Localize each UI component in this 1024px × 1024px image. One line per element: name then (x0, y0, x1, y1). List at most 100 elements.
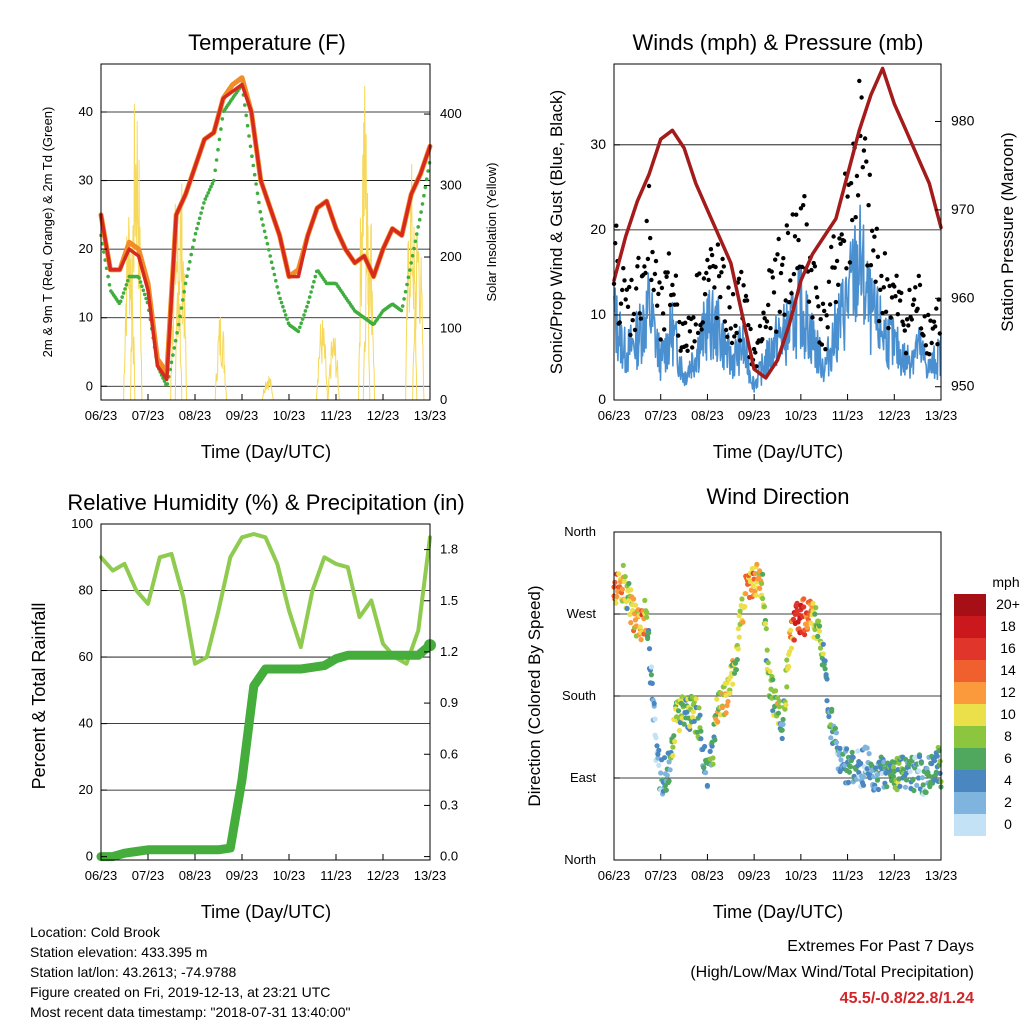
station-elevation: Station elevation: 433.395 m (30, 944, 208, 960)
y-tick-label: 0.3 (440, 797, 458, 812)
direction-point (824, 676, 830, 682)
gust-point (653, 258, 659, 264)
gust-point (674, 302, 680, 307)
direction-point (890, 764, 897, 770)
gust-point (657, 280, 662, 285)
direction-point (890, 773, 897, 779)
direction-point (782, 706, 788, 712)
gust-point (769, 269, 774, 274)
y-tick-label: 1.5 (440, 593, 458, 608)
gust-point (728, 326, 733, 331)
gust-point (799, 264, 805, 270)
y-tick-label: 40 (79, 716, 93, 731)
direction-point (743, 591, 749, 597)
station-info: Location: Cold Brook Station elevation: … (30, 922, 350, 1022)
dewpoint-point (248, 144, 253, 149)
dewpoint-point (420, 202, 425, 206)
y-tick-label: 20 (79, 782, 93, 797)
gust-point (867, 172, 872, 177)
dewpoint-point (141, 288, 146, 293)
direction-point (790, 616, 797, 623)
y-tick-label: 10 (79, 310, 93, 325)
gust-point (923, 343, 928, 348)
gust-point (730, 292, 736, 297)
gust-point (629, 277, 634, 283)
dewpoint-point (186, 267, 191, 271)
direction-point (654, 743, 660, 749)
gust-point (652, 271, 658, 277)
station-location: Location: Cold Brook (30, 924, 160, 940)
direction-point (672, 738, 678, 745)
gust-point (880, 310, 885, 316)
direction-point (616, 571, 622, 577)
station-latlon: Station lat/lon: 43.2613; -74.9788 (30, 964, 237, 980)
direction-point (645, 635, 651, 642)
direction-point (723, 710, 729, 716)
x-tick-label: 08/23 (179, 868, 212, 883)
dewpoint-point (138, 280, 143, 284)
direction-point (837, 745, 843, 752)
gust-point (777, 309, 782, 314)
gust-point (736, 276, 742, 281)
winds-plot-frame (613, 63, 942, 401)
direction-point (626, 597, 632, 604)
humidity-y-axis-label: Percent & Total Rainfall (29, 603, 49, 790)
direction-point (736, 634, 742, 640)
gust-point (664, 274, 669, 279)
direction-point (649, 680, 655, 687)
direction-point (784, 657, 790, 663)
gust-point (832, 265, 837, 270)
dewpoint-point (279, 300, 284, 305)
direction-panel: Wind Direction 06/23 07/23 08/23 09/23 10/23… (525, 484, 1020, 922)
gust-point (921, 333, 926, 338)
dewpoint-point (179, 306, 184, 310)
colorbar-label: 20+ (996, 596, 1020, 612)
temperature-panel: Temperature (F) 06/23 07/23 08/23 09/23 10/2… (40, 30, 499, 462)
dewpoint-point (206, 191, 210, 195)
gust-point (918, 326, 924, 331)
direction-point (910, 777, 916, 783)
direction-point (757, 585, 763, 592)
gust-point (873, 279, 878, 284)
y-tick-label: South (562, 688, 596, 703)
direction-point (719, 704, 726, 711)
wind-speed-line (613, 204, 942, 393)
dewpoint-point (173, 338, 178, 343)
gust-point (813, 285, 819, 290)
direction-point (620, 562, 626, 569)
gust-point (628, 332, 633, 338)
direction-point (724, 702, 730, 709)
gust-point (910, 302, 916, 307)
gust-point (692, 339, 697, 344)
direction-point (788, 645, 795, 651)
gust-point (655, 303, 660, 308)
gust-point (631, 311, 637, 317)
x-tick-label: 13/23 (925, 868, 958, 883)
dewpoint-point (212, 178, 216, 183)
direction-point (656, 747, 662, 754)
gust-point (665, 270, 670, 275)
dewpoint-point (209, 184, 213, 189)
direction-point (779, 735, 785, 742)
gust-point (927, 352, 932, 357)
x-tick-label: 13/23 (414, 408, 447, 423)
dewpoint-point (413, 239, 418, 244)
gust-point (926, 312, 931, 318)
gust-point (722, 319, 728, 324)
solar-axis-label: Solar Insolation (Yellow) (484, 163, 499, 302)
direction-point (920, 782, 926, 788)
gust-point (760, 337, 765, 342)
colorbar-label: 2 (1004, 794, 1012, 810)
gust-point (618, 301, 624, 306)
direction-point (934, 753, 940, 759)
gust-point (888, 315, 893, 320)
direction-point (855, 748, 861, 754)
gust-point (904, 317, 910, 322)
gust-point (819, 342, 825, 347)
dewpoint-point (245, 123, 250, 128)
gust-point (715, 242, 721, 247)
direction-point (764, 647, 770, 653)
direction-point (644, 609, 650, 616)
gust-point (716, 274, 722, 279)
gust-point (763, 324, 768, 330)
